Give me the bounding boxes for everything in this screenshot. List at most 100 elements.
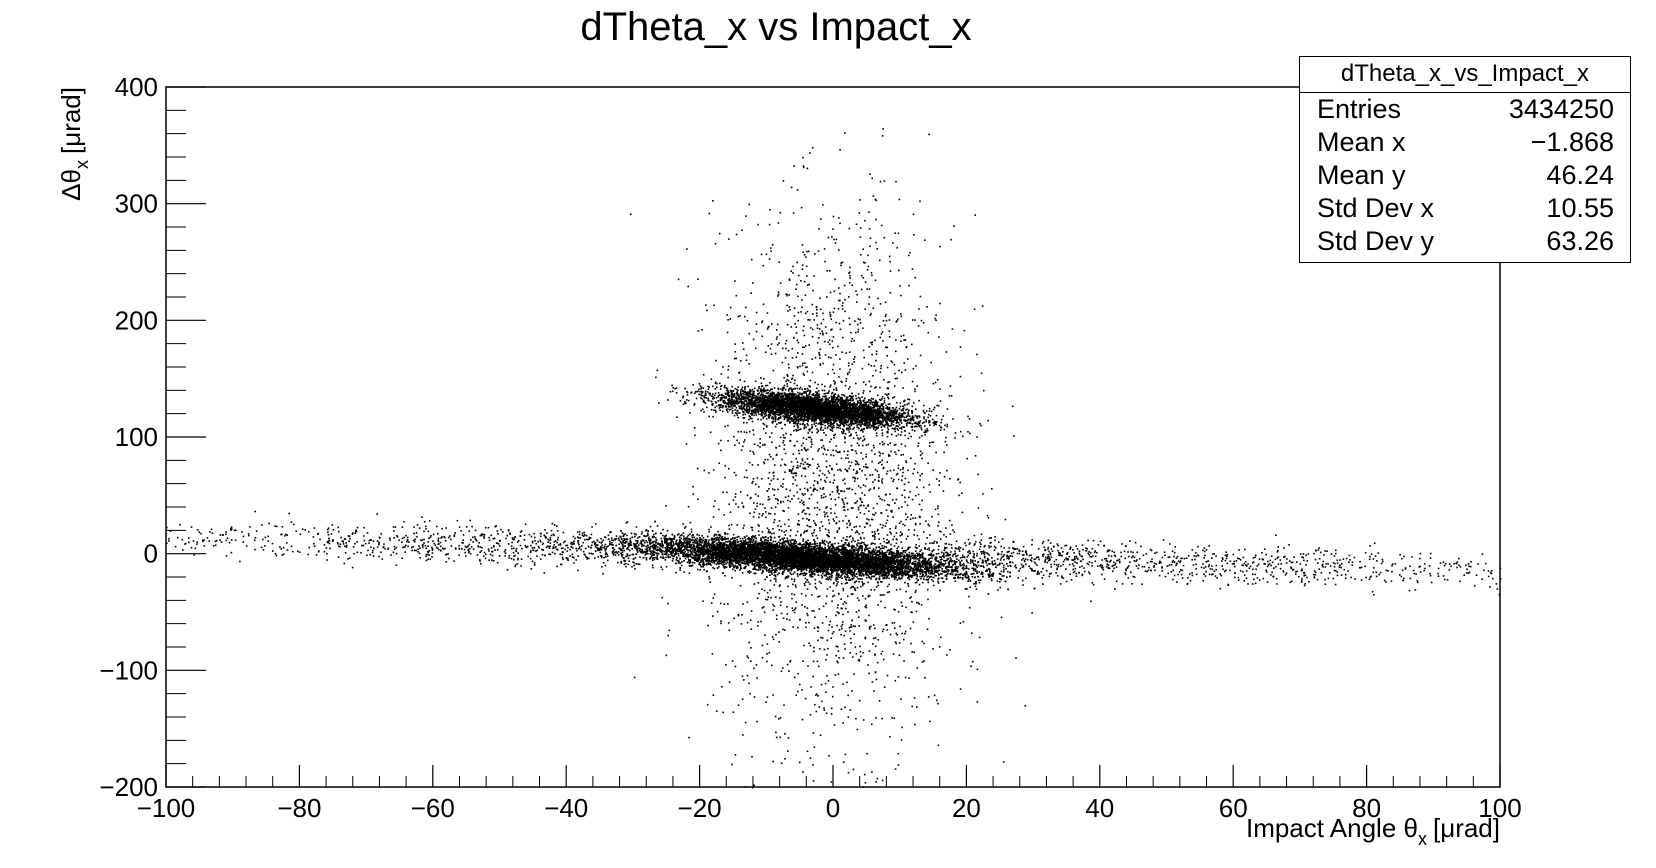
data-point — [771, 547, 774, 550]
data-point — [1003, 575, 1005, 577]
data-point — [724, 557, 726, 560]
data-point — [934, 563, 937, 566]
data-point — [772, 545, 774, 548]
data-point — [751, 561, 753, 564]
data-point — [866, 571, 868, 573]
data-point — [684, 547, 686, 549]
data-point — [853, 574, 856, 577]
data-point — [874, 562, 877, 565]
data-point — [768, 567, 771, 570]
data-point — [694, 554, 697, 556]
data-point — [747, 545, 749, 548]
data-point — [711, 561, 713, 564]
data-point — [826, 573, 828, 575]
data-point — [645, 545, 647, 548]
data-point — [812, 552, 814, 554]
data-point — [784, 551, 786, 553]
data-point — [641, 543, 643, 546]
data-point — [686, 538, 689, 540]
data-point — [889, 563, 891, 566]
data-point — [634, 545, 637, 548]
data-point — [718, 565, 720, 568]
data-point — [892, 555, 894, 558]
data-point — [786, 537, 788, 540]
data-point — [921, 564, 924, 567]
data-point — [903, 554, 905, 557]
data-point — [719, 546, 722, 549]
data-point — [823, 541, 825, 544]
data-point — [947, 570, 949, 573]
data-point — [856, 576, 858, 578]
data-point — [642, 556, 645, 559]
data-point — [678, 550, 681, 553]
data-point — [579, 537, 582, 539]
data-point — [623, 537, 625, 540]
data-point — [651, 535, 654, 538]
data-point — [857, 578, 859, 580]
data-point — [878, 565, 880, 567]
data-point — [648, 536, 650, 539]
data-point — [922, 566, 925, 568]
data-point — [893, 554, 896, 557]
data-point — [753, 567, 755, 569]
data-point — [629, 543, 632, 545]
data-point — [794, 563, 796, 565]
data-point — [890, 570, 892, 573]
data-point — [964, 588, 967, 590]
data-point — [744, 560, 746, 563]
data-point — [813, 573, 816, 576]
data-point — [752, 540, 754, 542]
data-point — [842, 572, 845, 575]
data-point — [974, 570, 977, 572]
data-point — [690, 531, 693, 533]
data-point — [907, 565, 910, 567]
data-point — [761, 559, 764, 562]
data-point — [945, 575, 948, 578]
data-point — [708, 559, 711, 561]
data-point — [674, 547, 676, 549]
data-point — [687, 551, 689, 553]
data-point — [837, 573, 840, 575]
data-point — [949, 566, 952, 568]
data-point — [657, 546, 659, 548]
data-point — [805, 581, 807, 583]
data-point — [678, 549, 680, 551]
data-point — [909, 560, 911, 562]
data-point — [767, 563, 770, 565]
data-point — [759, 546, 761, 549]
data-point — [723, 545, 726, 547]
data-point — [641, 548, 643, 551]
data-point — [604, 550, 607, 552]
data-point — [775, 578, 777, 581]
data-point — [912, 555, 915, 557]
data-point — [851, 578, 854, 581]
data-point — [653, 558, 656, 561]
data-point — [690, 528, 693, 531]
data-point — [968, 576, 970, 578]
data-point — [935, 553, 938, 555]
data-point — [945, 567, 947, 569]
data-point — [578, 533, 581, 536]
data-point — [852, 574, 854, 576]
data-point — [883, 545, 886, 548]
data-point — [719, 560, 721, 563]
data-point — [661, 542, 664, 545]
data-point — [926, 576, 929, 578]
data-point — [772, 551, 775, 553]
data-point — [724, 566, 727, 568]
data-point — [799, 573, 801, 576]
data-point — [825, 571, 827, 573]
data-point — [699, 540, 702, 543]
data-point — [680, 564, 683, 567]
data-point — [939, 562, 942, 565]
data-point — [723, 563, 726, 566]
data-point — [833, 566, 836, 568]
data-point — [796, 546, 798, 548]
data-point — [675, 559, 678, 561]
data-point — [688, 553, 691, 556]
data-point — [523, 534, 526, 536]
data-point — [932, 584, 935, 587]
data-point — [674, 542, 677, 545]
